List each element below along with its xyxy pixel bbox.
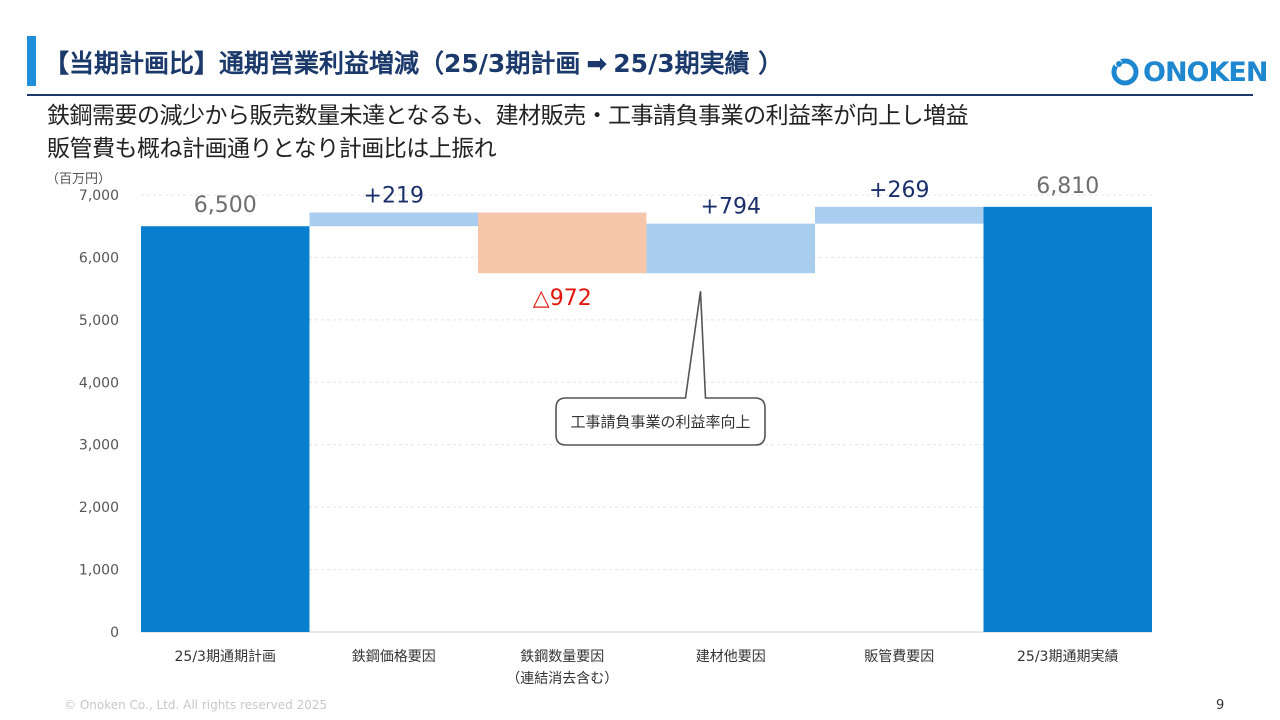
title-divider — [27, 94, 1253, 96]
y-tick-label: 3,000 — [79, 438, 119, 454]
bar-value-label: +219 — [364, 184, 424, 209]
y-axis-unit-label: （百万円） — [46, 172, 112, 187]
y-tick-label: 5,000 — [79, 313, 119, 329]
arrow-right-icon: ➡ — [586, 49, 608, 78]
title-right: 25/3期実績 ） — [613, 49, 784, 78]
bar-total — [983, 206, 1152, 632]
title-accent-bar — [27, 36, 36, 86]
callout-bubble — [555, 291, 766, 446]
bar-total — [141, 226, 310, 632]
y-tick-label: 2,000 — [79, 500, 119, 516]
copyright-text: © Onoken Co., Ltd. All rights reserved 2… — [64, 698, 328, 712]
bar-value-label: +269 — [869, 178, 929, 203]
bar-value-label: +794 — [701, 195, 761, 220]
x-category-label: 25/3期通期計画 — [175, 649, 276, 665]
y-tick-label: 6,000 — [79, 250, 119, 266]
x-category-label: 25/3期通期実績 — [1017, 649, 1118, 665]
x-category-label: 鉄鋼数量要因 — [520, 649, 604, 665]
page-number: 9 — [1216, 698, 1225, 713]
callout-text: 工事請負事業の利益率向上 — [570, 413, 750, 431]
x-category-label: 鉄鋼価格要因 — [352, 649, 436, 665]
bar-value-label: 6,500 — [194, 193, 257, 218]
logo-mark-icon — [1111, 58, 1139, 86]
y-tick-label: 4,000 — [79, 375, 119, 391]
bar-increase — [646, 223, 815, 274]
subtitle-line-1: 鉄鋼需要の減少から販売数量未達となるも、建材販売・工事請負事業の利益率が向上し増… — [47, 103, 969, 129]
title-left: 【当期計画比】通期営業利益増減（25/3期計画 — [44, 49, 581, 78]
x-category-label: 建材他要因 — [696, 649, 766, 665]
bar-increase — [815, 206, 984, 224]
logo-text: ONOKEN — [1143, 56, 1268, 88]
bar-decrease — [478, 212, 647, 274]
bar-value-label: 6,810 — [1036, 174, 1099, 199]
subtitle-line-2: 販管費も概ね計画通りとなり計画比は上振れ — [47, 136, 497, 162]
page-title: 【当期計画比】通期営業利益増減（25/3期計画 ➡ 25/3期実績 ） — [44, 44, 783, 80]
y-tick-label: 1,000 — [79, 563, 119, 579]
bar-increase — [309, 212, 478, 227]
y-tick-label: 0 — [110, 625, 119, 641]
company-logo: ONOKEN — [1110, 54, 1268, 90]
x-category-label: 販管費要因 — [864, 649, 934, 665]
bar-value-label: △972 — [533, 286, 592, 311]
y-tick-label: 7,000 — [79, 188, 119, 204]
x-category-sublabel: （連結消去含む） — [506, 671, 618, 687]
